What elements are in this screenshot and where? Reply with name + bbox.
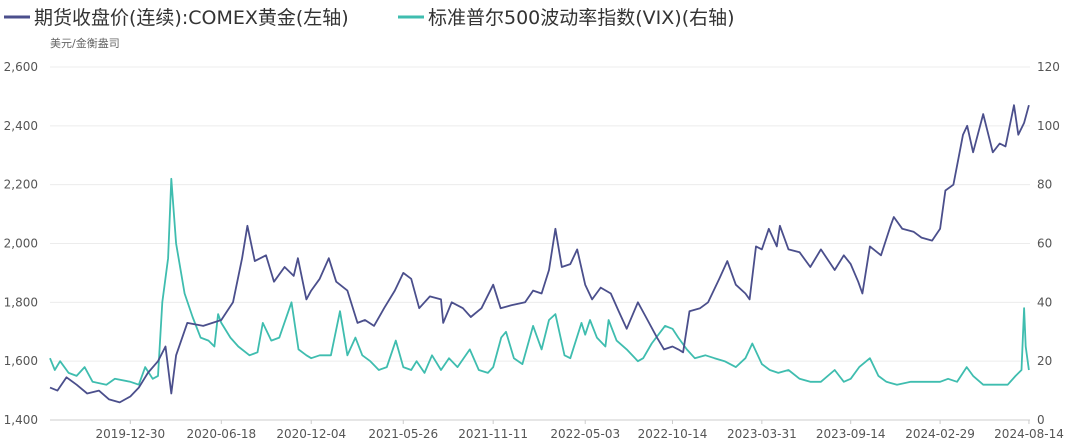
x-tick-label: 2019-12-30: [95, 427, 165, 441]
y-axis-right: 0 20 40 60 80 100 120: [1037, 60, 1060, 427]
grid-lines: [50, 66, 1030, 362]
y-left-tick-label: 1,400: [4, 413, 38, 427]
legend: 期货收盘价(连续):COMEX黄金(左轴) 标准普尔500波动率指数(VIX)(…: [4, 7, 735, 29]
y-right-tick-label: 40: [1037, 295, 1052, 309]
y-left-tick-label: 1,800: [4, 295, 38, 309]
y-right-tick-label: 100: [1037, 119, 1060, 133]
legend-label-gold: 期货收盘价(连续):COMEX黄金(左轴): [34, 7, 349, 29]
y-right-tick-label: 20: [1037, 354, 1052, 368]
y-right-tick-label: 80: [1037, 178, 1052, 192]
x-tick-label: 2021-05-26: [368, 427, 438, 441]
x-tick-label: 2022-10-14: [638, 427, 708, 441]
y-right-tick-label: 0: [1037, 413, 1045, 427]
legend-label-vix: 标准普尔500波动率指数(VIX)(右轴): [428, 7, 735, 29]
x-tick-label: 2022-05-03: [550, 427, 620, 441]
y-axis-left: 1,400 1,600 1,800 2,000 2,200 2,400 2,600: [4, 60, 38, 427]
x-tick-label: 2024-02-29: [905, 427, 975, 441]
x-tick-label: 2023-03-31: [727, 427, 797, 441]
x-tick-label: 2020-06-18: [186, 427, 256, 441]
x-tick-label: 2024-08-14: [994, 427, 1064, 441]
y-left-tick-label: 2,000: [4, 237, 38, 251]
y-right-tick-label: 120: [1037, 60, 1060, 74]
y-right-tick-label: 60: [1037, 237, 1052, 251]
x-tick-label: 2021-11-11: [458, 427, 528, 441]
series-line-gold: [49, 104, 1030, 404]
y-left-tick-label: 2,400: [4, 119, 38, 133]
series-line-vix: [49, 177, 1030, 386]
x-tick-label: 2020-12-04: [276, 427, 346, 441]
y-left-tick-label: 2,600: [4, 60, 38, 74]
x-tick-label: 2023-09-14: [816, 427, 886, 441]
series-lines: [49, 104, 1030, 404]
y-left-tick-label: 1,600: [4, 354, 38, 368]
unit-label: 美元/金衡盎司: [50, 36, 120, 50]
y-left-tick-label: 2,200: [4, 178, 38, 192]
x-axis: 2019-12-30 2020-06-18 2020-12-04 2021-05-26…: [50, 419, 1064, 441]
